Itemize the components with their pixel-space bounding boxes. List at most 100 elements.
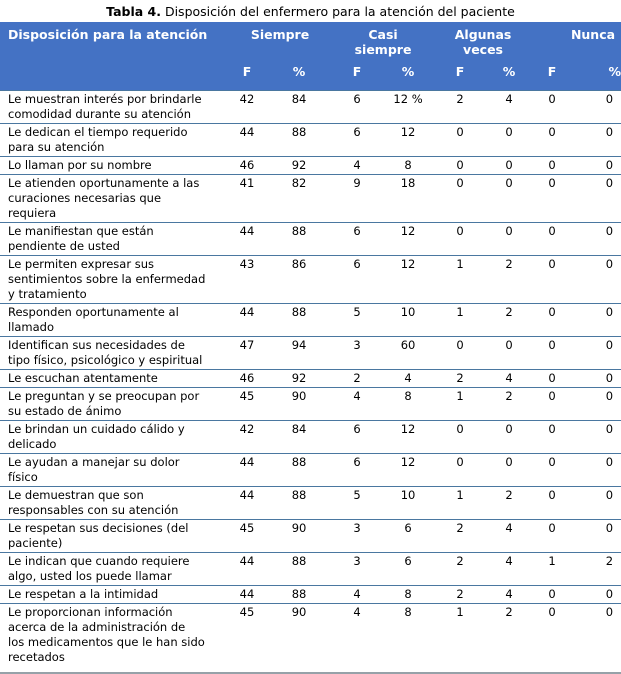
cell-nunca-pct: 0 xyxy=(572,336,621,370)
table-row: Le demuestran que son responsables con s… xyxy=(0,486,621,520)
cell-algunas-veces-pct: 4 xyxy=(486,552,533,586)
cell-casi-siempre-pct: 6 xyxy=(382,519,435,553)
cell-algunas-veces-pct: 2 xyxy=(486,603,533,673)
cell-algunas-veces-f: 2 xyxy=(434,90,487,124)
cell-casi-siempre-f: 6 xyxy=(332,420,383,454)
cell-siempre-f: 46 xyxy=(228,369,266,388)
cell-algunas-veces-f: 1 xyxy=(434,303,487,337)
cell-nunca-f: 0 xyxy=(532,255,573,304)
cell-nunca-f: 0 xyxy=(532,369,573,388)
cell-siempre-pct: 88 xyxy=(266,303,333,337)
cell-casi-siempre-pct: 12 xyxy=(382,222,435,256)
cell-casi-siempre-pct: 8 xyxy=(382,585,435,604)
cell-nunca-f: 0 xyxy=(532,387,573,421)
cell-algunas-veces-pct: 4 xyxy=(486,585,533,604)
cell-algunas-veces-pct: 0 xyxy=(486,222,533,256)
cell-nunca-f: 0 xyxy=(532,336,573,370)
cell-siempre-pct: 94 xyxy=(266,336,333,370)
cell-casi-siempre-pct: 8 xyxy=(382,603,435,673)
cell-algunas-veces-pct: 2 xyxy=(486,486,533,520)
cell-siempre-pct: 92 xyxy=(266,369,333,388)
row-label: Le permiten expresar sus sentimientos so… xyxy=(0,255,228,304)
subheader-casi-siempre-f: F xyxy=(332,61,383,91)
cell-nunca-pct: 0 xyxy=(572,486,621,520)
cell-algunas-veces-f: 0 xyxy=(434,336,487,370)
cell-casi-siempre-f: 5 xyxy=(332,486,383,520)
table-row: Le respetan a la intimidad 44 88 4 8 2 4… xyxy=(0,585,621,604)
cell-casi-siempre-f: 4 xyxy=(332,585,383,604)
cell-casi-siempre-pct: 6 xyxy=(382,552,435,586)
cell-casi-siempre-pct: 12 xyxy=(382,123,435,157)
cell-algunas-veces-f: 1 xyxy=(434,603,487,673)
cell-siempre-f: 42 xyxy=(228,90,266,124)
cell-algunas-veces-pct: 0 xyxy=(486,453,533,487)
subheader-algunas-veces-f: F xyxy=(434,61,487,91)
cell-nunca-f: 0 xyxy=(532,174,573,223)
cell-algunas-veces-f: 1 xyxy=(434,486,487,520)
cell-algunas-veces-pct: 0 xyxy=(486,123,533,157)
cell-siempre-f: 46 xyxy=(228,156,266,175)
cell-algunas-veces-f: 0 xyxy=(434,453,487,487)
cell-nunca-pct: 0 xyxy=(572,420,621,454)
cell-algunas-veces-f: 1 xyxy=(434,387,487,421)
cell-siempre-pct: 86 xyxy=(266,255,333,304)
cell-algunas-veces-pct: 2 xyxy=(486,255,533,304)
cell-siempre-pct: 84 xyxy=(266,420,333,454)
cell-casi-siempre-pct: 12 % xyxy=(382,90,435,124)
table-body: Le muestran interés por brindarle comodi… xyxy=(0,90,621,673)
cell-siempre-pct: 92 xyxy=(266,156,333,175)
cell-siempre-f: 44 xyxy=(228,453,266,487)
row-label: Le muestran interés por brindarle comodi… xyxy=(0,90,228,124)
table-header: Disposición para la atención Siempre Cas… xyxy=(0,22,621,91)
table-caption-text: Disposición del enfermero para la atenci… xyxy=(160,4,515,19)
row-label: Le indican que cuando requiere algo, ust… xyxy=(0,552,228,586)
cell-algunas-veces-pct: 0 xyxy=(486,156,533,175)
row-label: Lo llaman por su nombre xyxy=(0,156,228,175)
subheader-nunca-f: F xyxy=(532,61,573,91)
cell-nunca-pct: 0 xyxy=(572,123,621,157)
table-row: Le ayudan a manejar su dolor físico 44 8… xyxy=(0,453,621,487)
subheader-casi-siempre-pct: % xyxy=(382,61,435,91)
cell-nunca-pct: 0 xyxy=(572,303,621,337)
table-row: Le respetan sus decisiones (del paciente… xyxy=(0,519,621,553)
cell-algunas-veces-f: 0 xyxy=(434,222,487,256)
cell-algunas-veces-f: 2 xyxy=(434,519,487,553)
cell-casi-siempre-f: 4 xyxy=(332,387,383,421)
cell-casi-siempre-pct: 18 xyxy=(382,174,435,223)
table-row: Identifican sus necesidades de tipo físi… xyxy=(0,336,621,370)
row-label: Le respetan sus decisiones (del paciente… xyxy=(0,519,228,553)
row-label: Le proporcionan información acerca de la… xyxy=(0,603,228,673)
cell-siempre-f: 45 xyxy=(228,603,266,673)
cell-nunca-pct: 0 xyxy=(572,222,621,256)
cell-siempre-f: 44 xyxy=(228,123,266,157)
row-label: Le dedican el tiempo requerido para su a… xyxy=(0,123,228,157)
cell-casi-siempre-pct: 4 xyxy=(382,369,435,388)
cell-nunca-pct: 0 xyxy=(572,90,621,124)
cell-casi-siempre-pct: 12 xyxy=(382,420,435,454)
cell-casi-siempre-f: 4 xyxy=(332,156,383,175)
cell-siempre-f: 41 xyxy=(228,174,266,223)
cell-siempre-pct: 90 xyxy=(266,519,333,553)
cell-algunas-veces-pct: 2 xyxy=(486,303,533,337)
cell-siempre-pct: 88 xyxy=(266,552,333,586)
cell-algunas-veces-pct: 2 xyxy=(486,387,533,421)
cell-casi-siempre-f: 6 xyxy=(332,123,383,157)
cell-casi-siempre-f: 5 xyxy=(332,303,383,337)
cell-casi-siempre-pct: 60 xyxy=(382,336,435,370)
cell-casi-siempre-pct: 12 xyxy=(382,453,435,487)
cell-nunca-pct: 2 xyxy=(572,552,621,586)
cell-casi-siempre-pct: 10 xyxy=(382,303,435,337)
subheader-siempre-pct: % xyxy=(266,61,333,91)
cell-siempre-f: 44 xyxy=(228,222,266,256)
cell-algunas-veces-pct: 4 xyxy=(486,519,533,553)
cell-nunca-f: 0 xyxy=(532,603,573,673)
cell-nunca-f: 0 xyxy=(532,156,573,175)
cell-nunca-pct: 0 xyxy=(572,174,621,223)
row-label: Le manifiestan que están pendiente de us… xyxy=(0,222,228,256)
table-caption-number: Tabla 4. xyxy=(106,4,161,19)
row-label: Le respetan a la intimidad xyxy=(0,585,228,604)
table-row: Le preguntan y se preocupan por su estad… xyxy=(0,387,621,421)
cell-casi-siempre-f: 6 xyxy=(332,255,383,304)
cell-siempre-pct: 88 xyxy=(266,453,333,487)
cell-nunca-f: 0 xyxy=(532,519,573,553)
